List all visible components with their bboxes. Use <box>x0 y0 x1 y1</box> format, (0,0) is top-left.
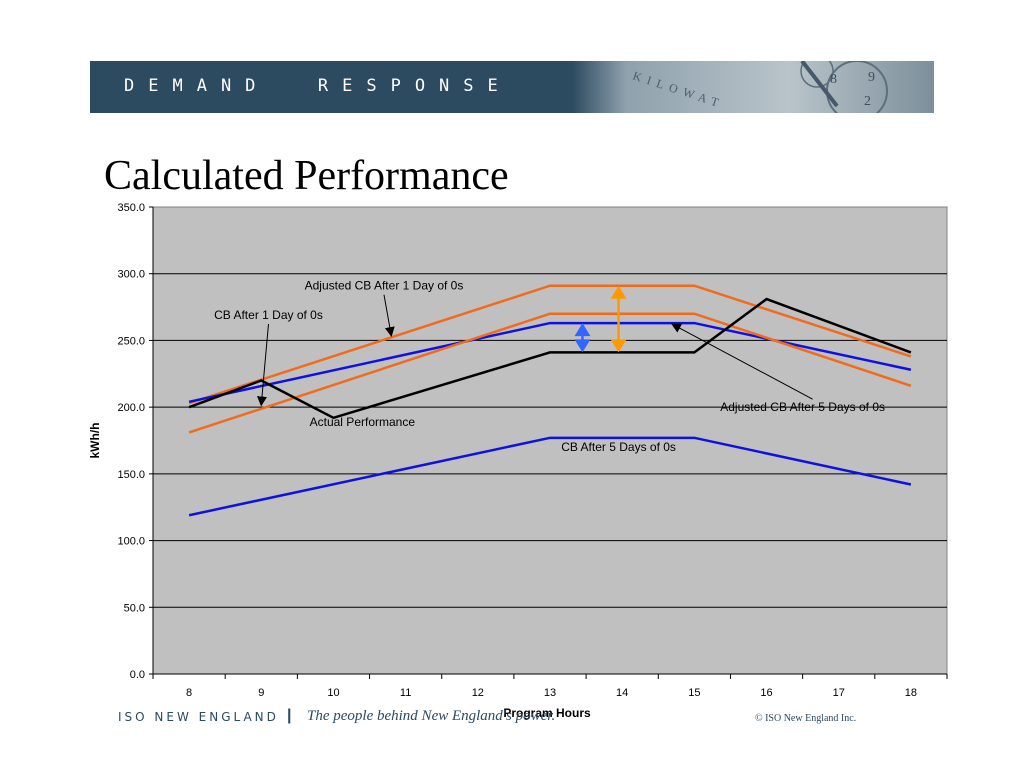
series-line <box>188 321 912 404</box>
series-line <box>188 297 912 420</box>
series-line <box>188 284 912 405</box>
x-tick-label: 9 <box>258 687 264 699</box>
annotation-label: CB After 1 Day of 0s <box>214 308 323 322</box>
x-tick-label: 8 <box>186 687 192 699</box>
range-arrowhead <box>574 339 591 353</box>
page-title: Calculated Performance <box>104 153 509 199</box>
y-tick-label: 300.0 <box>117 269 145 281</box>
x-axis-title: Program Hours <box>503 706 591 720</box>
x-tick-label: 13 <box>544 687 556 699</box>
x-tick-label: 15 <box>688 687 700 699</box>
y-tick-label: 0.0 <box>130 669 145 681</box>
range-arrowhead <box>610 285 627 299</box>
x-tick-label: 16 <box>760 687 772 699</box>
annotation-arrow <box>257 324 269 407</box>
footer-separator: | <box>287 707 292 724</box>
y-tick-label: 100.0 <box>117 536 145 548</box>
footer-org: ISO NEW ENGLAND <box>118 710 279 724</box>
range-arrowhead <box>610 339 627 353</box>
series-line <box>188 312 912 434</box>
y-axis-title: kWh/h <box>88 423 102 459</box>
y-tick-label: 250.0 <box>117 335 145 347</box>
annotation-label: Adjusted CB After 5 Days of 0s <box>720 400 885 414</box>
x-tick-label: 14 <box>616 687 628 699</box>
series-line <box>188 436 912 517</box>
footer-tagline: The people behind New England's power. <box>307 708 556 724</box>
annotation-arrow <box>670 323 813 400</box>
demand-response-banner: DEMAND RESPONSE KILOWAT 8 9 2 <box>90 61 934 113</box>
plot-area <box>152 206 948 675</box>
x-tick-label: 11 <box>400 687 411 699</box>
y-tick-label: 150.0 <box>117 469 145 481</box>
performance-line-chart: 0.0 50.0 100.0 150.0 200.0 250.0 300.0 350.0 8 9 1… <box>88 202 948 720</box>
annotation-label: CB After 5 Days of 0s <box>561 440 676 454</box>
y-tick-label: 350.0 <box>117 202 145 214</box>
footer-copyright: © ISO New England Inc. <box>755 713 857 724</box>
y-tick-label: 50.0 <box>124 602 145 614</box>
x-tick-label: 17 <box>833 687 845 699</box>
x-tick-label: 12 <box>472 687 484 699</box>
kilowatt-meter-image: KILOWAT 8 9 2 <box>572 61 934 113</box>
dial-digit: 2 <box>864 94 871 109</box>
x-tick-label: 18 <box>905 687 917 699</box>
dial-digit: 9 <box>868 70 875 85</box>
annotation-label: Adjusted CB After 1 Day of 0s <box>305 279 464 293</box>
x-tick-label: 10 <box>327 687 339 699</box>
annotation-arrow <box>383 294 395 338</box>
range-arrowhead <box>574 323 591 337</box>
y-tick-label: 200.0 <box>117 402 145 414</box>
dial-digit: 8 <box>830 72 837 87</box>
banner-title: DEMAND RESPONSE <box>124 76 512 96</box>
annotation-label: Actual Performance <box>310 415 416 429</box>
